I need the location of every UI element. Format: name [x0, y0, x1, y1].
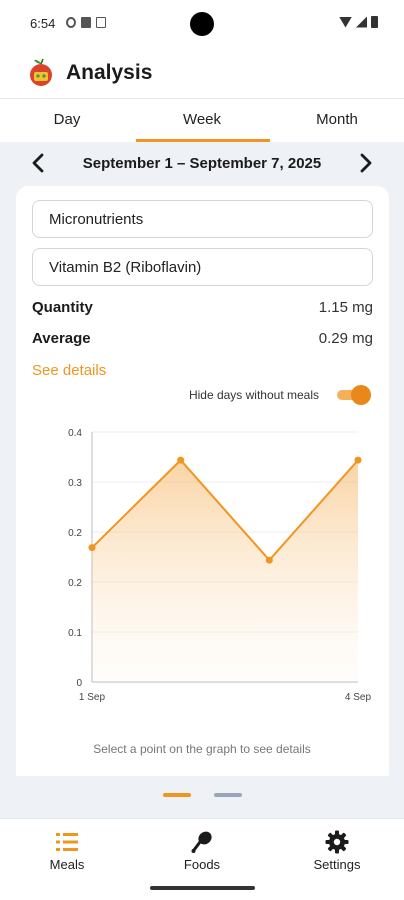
date-range: September 1 – September 7, 2025: [82, 155, 322, 172]
y-tick-label: 0: [76, 678, 82, 689]
tab-selected-indicator: [136, 139, 270, 142]
signal-icon: [356, 16, 367, 28]
sim-card-icon: [81, 17, 91, 28]
x-tick-label: 4 Sep: [345, 692, 372, 703]
page-title: Analysis: [66, 61, 153, 84]
chart-series-line: [91, 458, 359, 562]
chart-data-point[interactable]: [88, 544, 96, 552]
app-bar: Analysis: [0, 48, 404, 98]
chart-data-point[interactable]: [354, 456, 362, 464]
average-label: Average: [32, 330, 91, 347]
home-indicator: [150, 886, 255, 890]
nav-foods[interactable]: Foods: [135, 825, 269, 877]
battery-icon: [371, 16, 378, 28]
y-tick-label: 0.2: [68, 578, 82, 589]
quantity-label: Quantity: [32, 299, 93, 316]
status-bar: 6:54: [0, 0, 404, 48]
wifi-icon: [339, 16, 352, 28]
status-time: 6:54: [30, 16, 56, 31]
nav-settings-label: Settings: [313, 857, 361, 872]
period-tabs: Day Week Month: [0, 98, 404, 142]
copy-notification-icon: [96, 17, 106, 28]
page-dot-active[interactable]: [163, 793, 191, 797]
chart-area-fill: [92, 460, 358, 682]
nutrient-select[interactable]: Vitamin B2 (Riboflavin): [32, 248, 373, 286]
y-tick-label: 0.3: [68, 478, 82, 489]
chevron-right-icon[interactable]: [352, 150, 378, 176]
camera-cutout: [190, 12, 214, 36]
bottom-navigation: Meals Foods Settings: [0, 818, 404, 900]
hide-days-label: Hide days without meals: [188, 388, 319, 402]
list-icon: [56, 833, 78, 851]
chart-data-point[interactable]: [177, 456, 185, 464]
drumstick-icon: [191, 831, 212, 853]
page-indicator: [0, 793, 404, 801]
chart-data-point[interactable]: [265, 556, 273, 564]
nav-settings[interactable]: Settings: [270, 825, 404, 877]
tab-week[interactable]: Week: [182, 111, 222, 128]
toggle-knob: [351, 385, 371, 405]
status-system-icons: [339, 16, 378, 28]
quantity-value: 1.15 mg: [318, 299, 373, 316]
nutrient-area-chart[interactable]: 0 0.1 0.2 0.2 0.3 0.4 1 Sep 4 Sep: [54, 420, 374, 720]
y-tick-label: 0.2: [68, 528, 82, 539]
tab-month[interactable]: Month: [316, 111, 358, 128]
y-tick-label: 0.1: [68, 628, 82, 639]
hide-days-toggle[interactable]: [337, 385, 371, 405]
see-details-link[interactable]: See details: [32, 362, 107, 379]
nav-foods-label: Foods: [183, 857, 221, 872]
analysis-card: Micronutrients Vitamin B2 (Riboflavin) Q…: [16, 186, 389, 776]
x-tick-label: 1 Sep: [79, 692, 106, 703]
settings-notification-icon: [66, 17, 76, 28]
nav-meals[interactable]: Meals: [0, 825, 134, 877]
category-select[interactable]: Micronutrients: [32, 200, 373, 238]
page-dot[interactable]: [214, 793, 242, 797]
y-tick-label: 0.4: [68, 428, 82, 439]
gear-icon: [325, 830, 349, 854]
date-navigator: September 1 – September 7, 2025: [0, 142, 404, 186]
chevron-left-icon[interactable]: [26, 150, 52, 176]
nav-meals-label: Meals: [49, 857, 85, 872]
apple-logo-icon: [30, 58, 52, 86]
status-notification-icons: [66, 17, 106, 28]
average-value: 0.29 mg: [318, 330, 373, 347]
chart-hint: Select a point on the graph to see detai…: [93, 742, 311, 756]
tab-day[interactable]: Day: [53, 111, 81, 128]
